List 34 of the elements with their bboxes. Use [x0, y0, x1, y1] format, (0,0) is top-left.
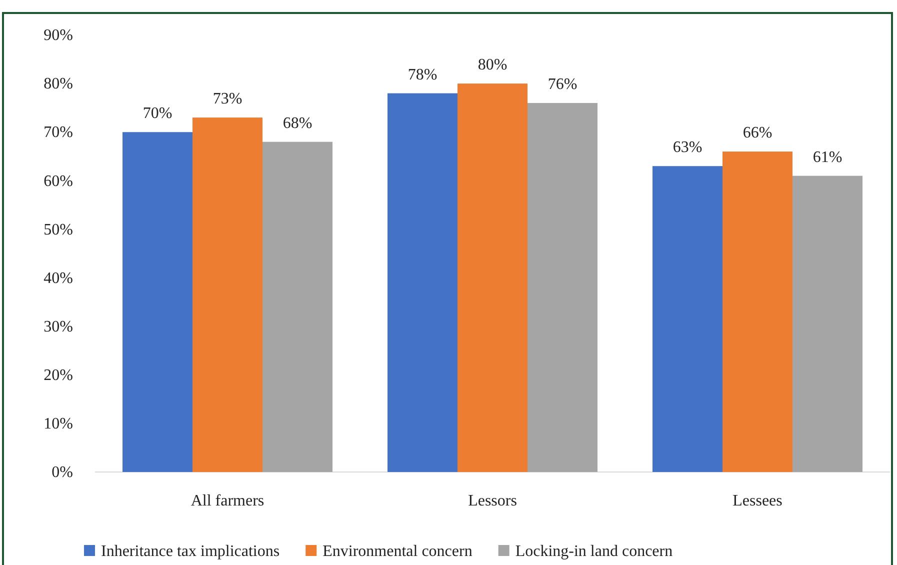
bar [192, 118, 262, 472]
data-label: 78% [408, 66, 438, 84]
y-tick-label: 50% [44, 221, 73, 238]
bar [388, 93, 458, 472]
y-tick-label: 10% [44, 416, 73, 433]
bar [122, 132, 192, 472]
y-tick-label: 40% [44, 270, 73, 287]
y-tick-label: 0% [52, 464, 73, 482]
x-tick-label: Lessees [732, 492, 782, 510]
bar [792, 176, 862, 472]
bar [652, 166, 722, 472]
data-label: 66% [742, 124, 772, 142]
data-label: 76% [548, 76, 578, 93]
bar [458, 84, 528, 472]
data-label: 80% [478, 56, 508, 74]
y-tick-label: 80% [44, 76, 73, 93]
y-tick-label: 30% [44, 318, 73, 336]
bar [528, 102, 598, 472]
bar [722, 152, 792, 472]
x-tick-label: Lessors [468, 492, 517, 510]
data-label: 70% [142, 105, 172, 122]
y-tick-label: 60% [44, 172, 73, 190]
y-tick-label: 20% [44, 367, 73, 384]
legend-label: Inheritance tax implications [101, 543, 280, 560]
data-label: 68% [282, 114, 312, 132]
data-label: 73% [212, 90, 242, 108]
y-tick-label: 90% [44, 27, 73, 44]
legend-label: Environmental concern [322, 543, 472, 560]
data-label: 61% [812, 148, 842, 166]
legend-label: Locking-in land concern [515, 543, 673, 560]
y-tick-label: 70% [44, 124, 73, 142]
bar [262, 142, 332, 472]
data-label: 63% [672, 139, 702, 156]
x-tick-label: All farmers [190, 492, 264, 510]
